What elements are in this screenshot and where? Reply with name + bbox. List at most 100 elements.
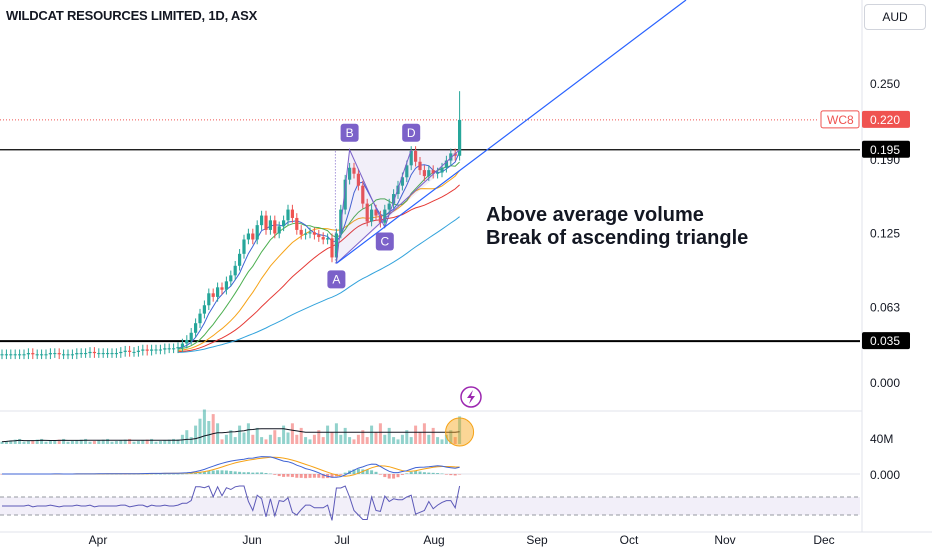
level-price-box bbox=[862, 332, 910, 350]
candle-body bbox=[128, 350, 132, 352]
candle-body bbox=[370, 209, 374, 222]
macd-histogram-bar bbox=[387, 474, 391, 479]
volume-bar bbox=[167, 439, 171, 444]
volume-bar bbox=[334, 423, 338, 444]
pattern-line bbox=[335, 147, 412, 264]
volume-bar bbox=[365, 437, 369, 444]
volume-bar bbox=[141, 440, 145, 444]
macd-histogram-bar bbox=[440, 473, 444, 475]
candle-body bbox=[251, 233, 255, 240]
macd-histogram-bar bbox=[207, 470, 211, 474]
candle-body bbox=[62, 354, 66, 356]
candle-body bbox=[172, 348, 176, 350]
volume-bar bbox=[163, 440, 167, 444]
ma-long-line bbox=[177, 216, 460, 353]
macd-histogram-bar bbox=[224, 470, 228, 474]
volume-bar bbox=[88, 441, 92, 444]
pattern-point-badge bbox=[340, 123, 359, 142]
macd-histogram-bar bbox=[202, 471, 206, 474]
macd-histogram-bar bbox=[282, 474, 286, 477]
chart-annotation: Above average volume Break of ascending … bbox=[486, 204, 748, 250]
volume-bar bbox=[172, 438, 176, 444]
candle-body bbox=[101, 353, 105, 355]
pattern-point-label: C bbox=[380, 235, 389, 249]
macd-histogram-bar bbox=[405, 473, 409, 474]
volume-bar bbox=[414, 425, 418, 444]
macd-histogram-bar bbox=[158, 473, 162, 475]
volume-bar bbox=[44, 441, 48, 444]
macd-histogram-bar bbox=[409, 471, 413, 474]
volume-bar bbox=[0, 441, 4, 444]
volume-bar bbox=[453, 437, 457, 444]
candle-body bbox=[299, 229, 303, 235]
candle-body bbox=[414, 150, 418, 162]
volume-bar bbox=[444, 434, 448, 444]
macd-histogram-bar bbox=[286, 474, 290, 477]
symbol-label-box bbox=[820, 110, 860, 129]
volume-bar bbox=[9, 440, 13, 444]
candle-body bbox=[18, 354, 22, 356]
candle-body bbox=[264, 215, 268, 230]
volume-bar bbox=[35, 439, 39, 444]
volume-bar bbox=[378, 423, 382, 444]
volume-bar bbox=[308, 439, 312, 444]
candle-body bbox=[141, 349, 145, 351]
macd-histogram-bar bbox=[255, 472, 259, 474]
level-price-label: 0.035 bbox=[870, 334, 900, 348]
level-price-label: 0.195 bbox=[870, 143, 900, 157]
volume-bar bbox=[238, 425, 242, 444]
volume-bar bbox=[110, 441, 114, 444]
macd-histogram-bar bbox=[260, 472, 264, 474]
candle-body bbox=[453, 153, 457, 156]
symbol-label: WC8 bbox=[827, 113, 854, 127]
candle-body bbox=[145, 349, 149, 351]
macd-histogram-bar bbox=[194, 472, 198, 474]
candle-body bbox=[92, 351, 96, 354]
volume-bar bbox=[158, 441, 162, 444]
currency-button[interactable]: AUD bbox=[864, 4, 926, 30]
volume-bar bbox=[207, 421, 211, 444]
candle-body bbox=[409, 150, 413, 166]
y-tick-label: 0.063 bbox=[870, 301, 900, 315]
macd-histogram-bar bbox=[163, 473, 167, 475]
volume-bar bbox=[321, 437, 325, 444]
chart-title: WILDCAT RESOURCES LIMITED, 1D, ASX bbox=[6, 8, 258, 23]
pattern-point-badge bbox=[327, 270, 346, 289]
macd-histogram-bar bbox=[436, 473, 440, 474]
volume-bar bbox=[405, 430, 409, 444]
candle-body bbox=[167, 348, 171, 350]
volume-bar bbox=[282, 425, 286, 444]
candle-body bbox=[383, 209, 387, 223]
candle-body bbox=[378, 215, 382, 223]
volume-bar bbox=[290, 423, 294, 444]
volume-bar bbox=[286, 432, 290, 444]
volume-bar bbox=[295, 434, 299, 444]
candle-body bbox=[13, 354, 17, 356]
candle-body bbox=[79, 353, 83, 355]
candle-body bbox=[88, 351, 92, 354]
volume-bar bbox=[198, 418, 202, 444]
volume-bar bbox=[128, 438, 132, 444]
candle-body bbox=[304, 233, 308, 235]
volume-bar bbox=[431, 427, 435, 444]
volume-bar bbox=[383, 434, 387, 444]
candle-body bbox=[229, 275, 233, 282]
x-tick-label: Jul bbox=[334, 533, 349, 547]
candle-body bbox=[440, 167, 444, 173]
macd-histogram-bar bbox=[154, 473, 158, 475]
candle-body bbox=[334, 233, 338, 258]
macd-histogram-bar bbox=[458, 474, 462, 475]
volume-bar bbox=[97, 440, 101, 444]
volume-bar bbox=[255, 427, 259, 444]
candle-body bbox=[35, 354, 39, 356]
pattern-point-badge bbox=[402, 123, 421, 142]
candle-body bbox=[163, 348, 167, 350]
candle-body bbox=[282, 220, 286, 227]
volume-bar bbox=[304, 437, 308, 444]
macd-histogram-bar bbox=[414, 470, 418, 474]
candle-body bbox=[436, 172, 440, 174]
macd-histogram-bar bbox=[378, 474, 382, 475]
candle-body bbox=[97, 353, 101, 355]
candle-body bbox=[392, 194, 396, 204]
